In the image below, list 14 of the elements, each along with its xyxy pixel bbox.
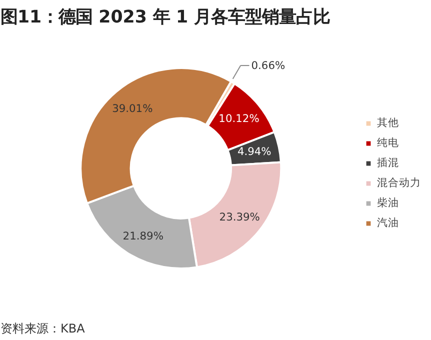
legend-label: 柴油: [377, 196, 399, 210]
text: 资料来源：KBA: [0, 322, 86, 336]
legend-label: 混合动力: [377, 176, 421, 190]
legend-label: 纯电: [377, 136, 399, 150]
data-label: 23.39%: [219, 210, 260, 224]
data-label: 21.89%: [122, 229, 164, 242]
data-label: 0.66%: [251, 59, 286, 72]
legend-label: 其他: [377, 116, 399, 130]
legend-label: 汽油: [377, 216, 399, 230]
data-label: 4.94%: [237, 145, 272, 158]
chart-title: 图11：德国 2023 年 1 月各车型销量占比: [0, 8, 330, 28]
legend-label: 插混: [377, 156, 399, 170]
data-label: 10.12%: [218, 112, 260, 126]
data-label: 39.01%: [112, 102, 153, 115]
